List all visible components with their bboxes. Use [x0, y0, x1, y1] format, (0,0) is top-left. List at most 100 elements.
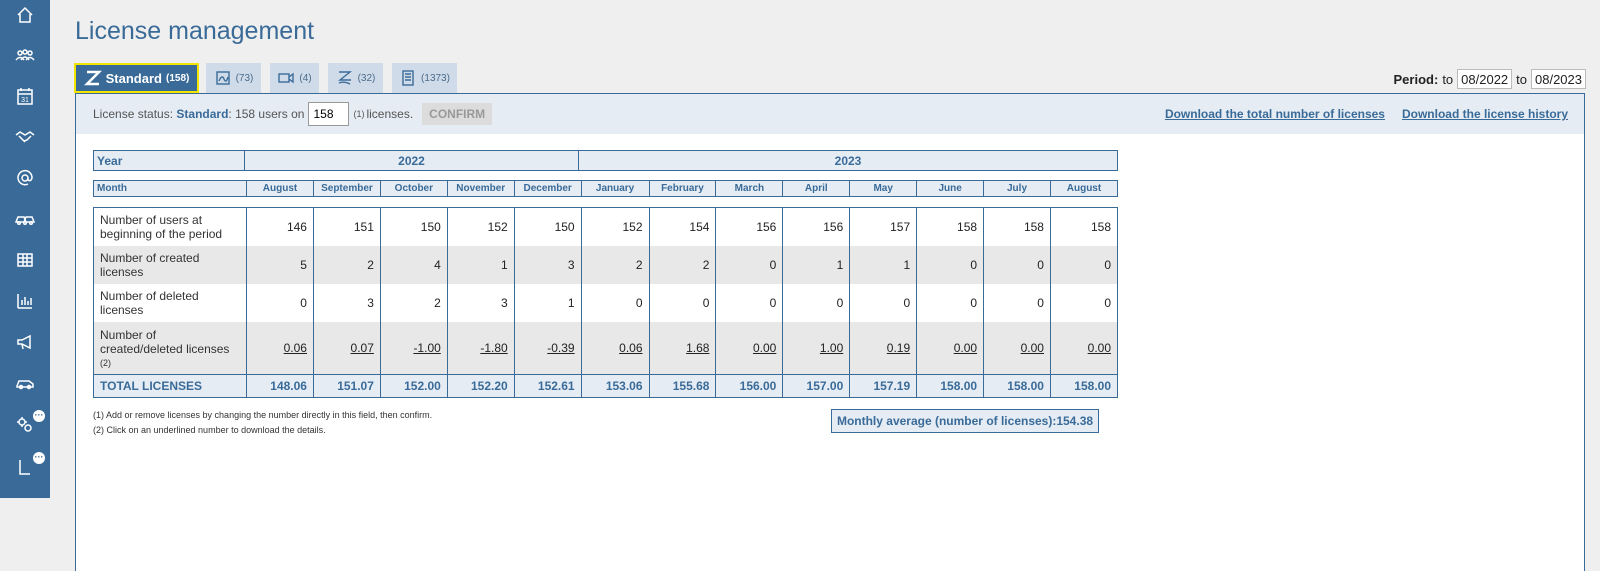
- period-filter: Period: to 08/2022 to 08/2023: [1394, 69, 1586, 89]
- year-label: Year: [93, 150, 245, 171]
- users-icon[interactable]: [0, 40, 50, 70]
- period-end-field[interactable]: 08/2023: [1531, 69, 1586, 89]
- total-label: TOTAL LICENSES: [92, 374, 248, 398]
- table-cell: 150: [513, 207, 582, 246]
- year-2022: 2022: [244, 150, 579, 171]
- status-suffix: licenses.: [366, 107, 414, 121]
- row-label: Number of created/deleted licenses (2): [92, 321, 248, 375]
- total-cell: 148.06: [246, 374, 314, 398]
- total-cell: 151.07: [312, 374, 381, 398]
- calendar-icon[interactable]: 31: [0, 81, 50, 111]
- megaphone-icon[interactable]: [0, 327, 50, 357]
- detail-value-link[interactable]: 0.00: [1049, 321, 1119, 375]
- table-cell: 0: [1049, 245, 1119, 284]
- tab-documents[interactable]: (1373): [392, 63, 457, 93]
- table-cell: 146: [246, 207, 314, 246]
- month-header: October: [379, 180, 448, 197]
- total-cell: 158.00: [1049, 374, 1119, 398]
- table-row: Number of users at beginning of the peri…: [92, 207, 1119, 246]
- detail-value-link[interactable]: -1.00: [379, 321, 448, 375]
- month-header: May: [849, 180, 918, 197]
- table-row: Number of deleted licenses 0 3 2 3 1 0 0 0 0 0 0 0 0: [92, 283, 1119, 322]
- table-cell: 0: [916, 283, 985, 322]
- row-label: Number of deleted licenses: [92, 283, 248, 322]
- table-cell: 2: [648, 245, 717, 284]
- total-cell: 152.61: [513, 374, 582, 398]
- tab-count: (73): [235, 72, 254, 84]
- download-total-link[interactable]: Download the total number of licenses: [1164, 107, 1385, 121]
- row-label-text: Number of users at beginning of the peri…: [100, 212, 223, 241]
- gears-icon[interactable]: [0, 409, 50, 439]
- total-row: TOTAL LICENSES 148.06 151.07 152.00 152.20 15…: [92, 374, 1119, 398]
- footnote-1: (1) Add or remove licenses by changing t…: [93, 410, 433, 420]
- license-status-bar: License status: Standard : 158 users on …: [76, 94, 1584, 134]
- table-cell: 0: [983, 283, 1051, 322]
- month-header: April: [782, 180, 851, 197]
- detail-value-link[interactable]: 1.68: [648, 321, 717, 375]
- gears-badge: ···: [33, 410, 45, 422]
- status-users-text: : 158 users on: [228, 107, 305, 121]
- tab-video[interactable]: (4): [270, 63, 319, 93]
- status-plan: Standard: [176, 107, 229, 121]
- bar-chart-icon[interactable]: [0, 286, 50, 316]
- row-label: Number of users at beginning of the peri…: [92, 207, 248, 246]
- tab-count: (158): [165, 72, 190, 84]
- car-icon[interactable]: [0, 368, 50, 398]
- page-title: License management: [75, 17, 315, 45]
- total-cell: 152.00: [379, 374, 448, 398]
- period-start-field[interactable]: 08/2022: [1457, 69, 1513, 89]
- detail-value-link[interactable]: 1.00: [782, 321, 851, 375]
- row-label-text: Number of created/deleted licenses: [100, 327, 230, 356]
- table-cell: 158: [1049, 207, 1119, 246]
- detail-value-link[interactable]: 0.06: [246, 321, 314, 375]
- month-header: March: [715, 180, 784, 197]
- detail-value-link[interactable]: 0.00: [916, 321, 985, 375]
- download-history-link[interactable]: Download the license history: [1401, 107, 1568, 121]
- table-cell: 158: [916, 207, 985, 246]
- licenses-input[interactable]: [308, 102, 350, 126]
- table-cell: 0: [715, 245, 784, 284]
- month-header: August: [246, 180, 314, 197]
- total-cell: 152.20: [446, 374, 515, 398]
- detail-value-link[interactable]: -0.39: [513, 321, 582, 375]
- row-label-text: Number of deleted licenses: [100, 288, 199, 317]
- month-label: Month: [92, 180, 248, 197]
- table-cell: 0: [648, 283, 717, 322]
- license-panel: License status: Standard : 158 users on …: [75, 93, 1585, 571]
- total-cell: 157.19: [849, 374, 918, 398]
- cars-icon[interactable]: [0, 204, 50, 234]
- table-cell: 2: [312, 245, 381, 284]
- table-cell: 157: [849, 207, 918, 246]
- table-icon[interactable]: [0, 245, 50, 275]
- confirm-button[interactable]: CONFIRM: [422, 103, 493, 125]
- detail-value-link[interactable]: 0.07: [312, 321, 381, 375]
- table-cell: 156: [715, 207, 784, 246]
- table-cell: 0: [580, 283, 650, 322]
- tab-z-hand[interactable]: (32): [328, 63, 383, 93]
- tab-standard[interactable]: Standard (158): [74, 63, 199, 93]
- table-cell: 1: [849, 245, 918, 284]
- detail-value-link[interactable]: 0.06: [580, 321, 650, 375]
- month-header: August: [1049, 180, 1119, 197]
- svg-text:31: 31: [21, 97, 29, 104]
- table-row: Number of created/deleted licenses (2) 0.0…: [92, 321, 1119, 375]
- corner-icon[interactable]: [0, 452, 50, 482]
- table-cell: 0: [782, 283, 851, 322]
- detail-value-link[interactable]: 0.00: [715, 321, 784, 375]
- period-label: Period:: [1393, 71, 1439, 87]
- detail-value-link[interactable]: 0.00: [983, 321, 1051, 375]
- document-icon: [402, 70, 414, 86]
- tab-signature[interactable]: (73): [206, 63, 261, 93]
- total-cell: 156.00: [715, 374, 784, 398]
- detail-value-link[interactable]: 0.19: [849, 321, 918, 375]
- home-icon[interactable]: [0, 0, 50, 30]
- month-header: January: [580, 180, 650, 197]
- monthly-average-box: Monthly average (number of licenses):154…: [831, 409, 1099, 433]
- detail-value-link[interactable]: -1.80: [446, 321, 515, 375]
- at-icon[interactable]: [0, 163, 50, 193]
- table-cell: 152: [446, 207, 515, 246]
- table-cell: 2: [379, 283, 448, 322]
- tab-count: (1373): [421, 72, 450, 84]
- total-cell: 155.68: [648, 374, 717, 398]
- handshake-icon[interactable]: [0, 122, 50, 152]
